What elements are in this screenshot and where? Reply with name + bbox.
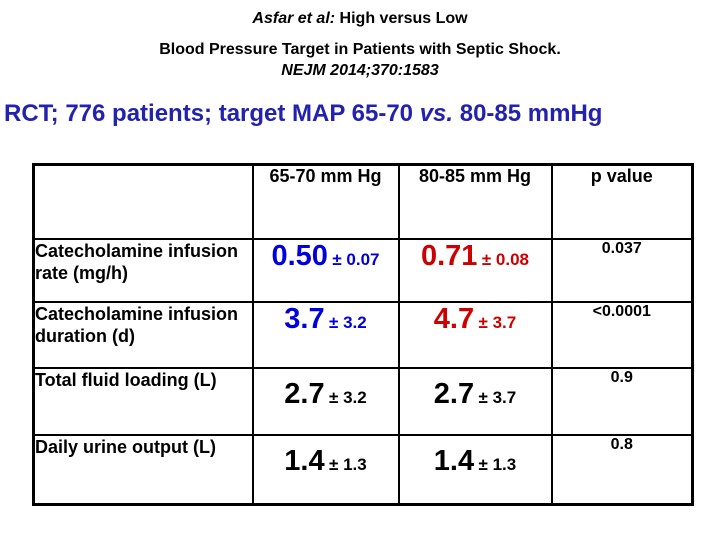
table-row: Catecholamine infusion rate (mg/h) 0.50 … (32, 238, 694, 303)
table-header-row: 65-70 mm Hg 80-85 mm Hg p value (32, 163, 694, 240)
value-main: 2.7 (284, 378, 325, 410)
value-main: 3.7 (284, 303, 325, 335)
column-header-empty (32, 163, 254, 240)
high-group-value-cell: 4.7 ± 3.7 (397, 301, 553, 369)
low-group-value-cell: 1.4 ± 1.3 (251, 434, 400, 506)
table-row: Catecholamine infusion duration (d) 3.7 … (32, 301, 694, 369)
slide-title: Asfar et al: High versus Low Blood Press… (0, 8, 720, 81)
row-label: Total fluid loading (L) (32, 367, 254, 436)
value-sd: ± 3.2 (329, 388, 367, 407)
high-group-value-cell: 1.4 ± 1.3 (397, 434, 553, 506)
title-line-1: Asfar et al: High versus Low (0, 8, 720, 29)
headline-post: 80-85 mmHg (453, 100, 603, 127)
headline-pre: RCT; 776 patients; target MAP 65-70 (4, 100, 420, 127)
low-group-value-cell: 0.50 ± 0.07 (251, 238, 400, 303)
p-value-cell: 0.9 (550, 367, 694, 436)
table-row: Daily urine output (L) 1.4 ± 1.3 1.4 ± 1… (32, 434, 694, 506)
p-value-cell: 0.8 (550, 434, 694, 506)
title-line-2: Blood Pressure Target in Patients with S… (159, 41, 561, 58)
title-citation-authors: Asfar et al: (252, 10, 336, 27)
low-group-value-cell: 2.7 ± 3.2 (251, 367, 400, 436)
low-group-value-cell: 3.7 ± 3.2 (251, 301, 400, 369)
value-sd: ± 1.3 (478, 455, 517, 474)
value-main: 4.7 (433, 303, 475, 335)
p-value-cell: 0.037 (550, 238, 694, 303)
headline-vs: vs. (419, 100, 454, 127)
row-label: Daily urine output (L) (32, 434, 254, 506)
value-sd: ± 1.3 (329, 455, 367, 474)
high-group-value-cell: 2.7 ± 3.7 (397, 367, 553, 436)
column-header-low-group: 65-70 mm Hg (251, 163, 400, 240)
column-header-p-value: p value (550, 163, 694, 240)
value-main: 1.4 (284, 445, 325, 477)
value-sd: ± 0.08 (481, 250, 530, 269)
value-sd: ± 0.07 (332, 250, 380, 269)
p-value-cell: <0.0001 (550, 301, 694, 369)
title-journal-reference: NEJM 2014;370:1583 (281, 62, 439, 79)
table-row: Total fluid loading (L) 2.7 ± 3.2 2.7 ± … (32, 367, 694, 436)
row-label: Catecholamine infusion duration (d) (32, 301, 254, 369)
high-group-value-cell: 0.71 ± 0.08 (397, 238, 553, 303)
value-main: 0.50 (271, 240, 328, 272)
value-sd: ± 3.7 (478, 313, 517, 332)
title-line-1-rest: High versus Low (335, 10, 468, 27)
value-main: 0.71 (420, 240, 478, 272)
row-label: Catecholamine infusion rate (mg/h) (32, 238, 254, 303)
column-header-high-group: 80-85 mm Hg (397, 163, 553, 240)
value-main: 2.7 (433, 378, 475, 410)
value-sd: ± 3.2 (329, 313, 367, 332)
study-summary-headline: RCT; 776 patients; target MAP 65-70 vs. … (4, 100, 716, 128)
value-sd: ± 3.7 (478, 388, 517, 407)
value-main: 1.4 (433, 445, 475, 477)
results-table: 65-70 mm Hg 80-85 mm Hg p value Catechol… (32, 163, 694, 506)
